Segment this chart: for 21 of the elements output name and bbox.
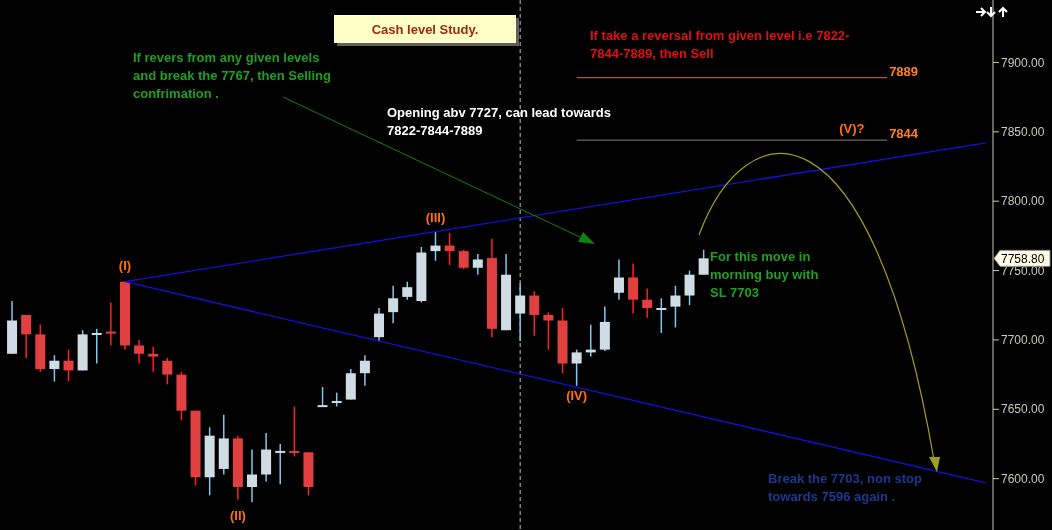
- annotation: (V)?: [839, 120, 865, 136]
- y-tick-label: 7650.00: [1001, 402, 1045, 417]
- text: 7758.80: [1001, 251, 1045, 266]
- annotation: (IV): [566, 387, 588, 403]
- ref-line-label: 7844: [889, 126, 919, 142]
- annotation: (II): [229, 508, 246, 524]
- y-tick-label: 7900.00: [1001, 55, 1045, 70]
- ref-line-label: 7889: [889, 63, 919, 79]
- annotation: (III): [425, 209, 446, 225]
- y-tick-label: 7800.00: [1001, 194, 1045, 209]
- text: Cash level Study.: [371, 22, 479, 37]
- annotation: Opening abv 7727, can lead towards 7822-7844-7889: [387, 105, 611, 138]
- annotation: (I): [118, 257, 132, 273]
- annotation: If revers from any given levels and break the 7767, then Selling confrimation .: [133, 50, 332, 101]
- y-tick-label: 7700.00: [1001, 333, 1045, 348]
- y-tick-label: 7600.00: [1001, 471, 1045, 486]
- annotation: For this move in morning buy with SL 7703: [710, 249, 819, 300]
- y-tick-label: 7850.00: [1001, 125, 1045, 140]
- annotation: If take a reversal from given level i.e 7822-7844-7889, then Sell: [590, 28, 850, 61]
- annotation: Break the 7703, non stop towards 7596 again .: [768, 471, 922, 504]
- y-tick-label: 7750.00: [1001, 263, 1045, 278]
